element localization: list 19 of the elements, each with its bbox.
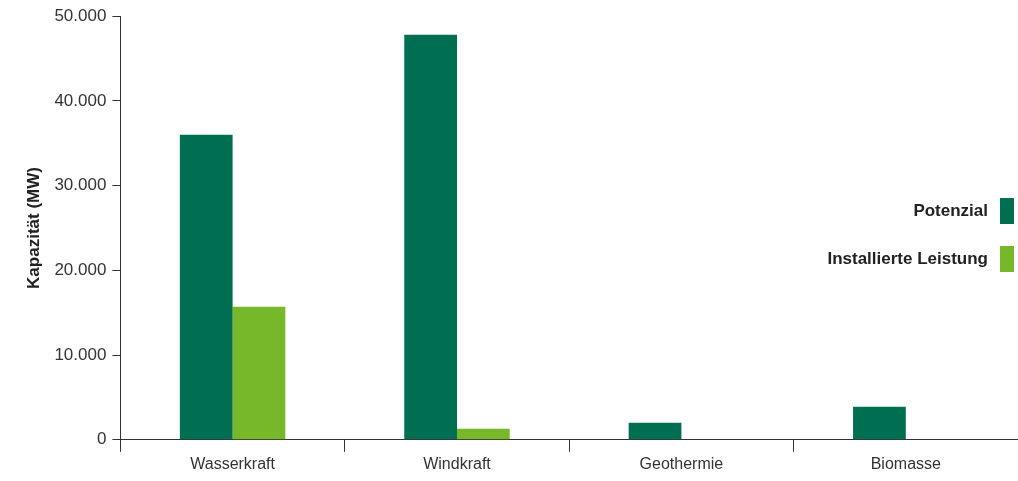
- bar: [232, 306, 286, 440]
- y-axis-title: Kapazität (MW): [23, 167, 43, 289]
- x-tick-label: Geothermie: [639, 454, 724, 472]
- y-tick-label: 50.000: [54, 5, 107, 25]
- legend-label: Potenzial: [913, 201, 988, 221]
- y-tick-label: 10.000: [54, 344, 107, 364]
- x-tick-label: Wasserkraft: [190, 454, 276, 472]
- bar: [853, 406, 906, 440]
- bar: [457, 428, 510, 440]
- bar: [628, 422, 682, 440]
- legend-label: Installierte Leistung: [827, 249, 988, 269]
- x-tick-label: Windkraft: [423, 454, 492, 472]
- y-tick-label: 40.000: [54, 90, 107, 110]
- y-tick-label: 30.000: [54, 175, 107, 195]
- x-tick-label: Biomasse: [870, 454, 942, 472]
- bar: [179, 134, 233, 440]
- y-tick-label: 0: [96, 429, 107, 449]
- bar: [404, 34, 457, 440]
- y-tick-label: 20.000: [54, 260, 107, 280]
